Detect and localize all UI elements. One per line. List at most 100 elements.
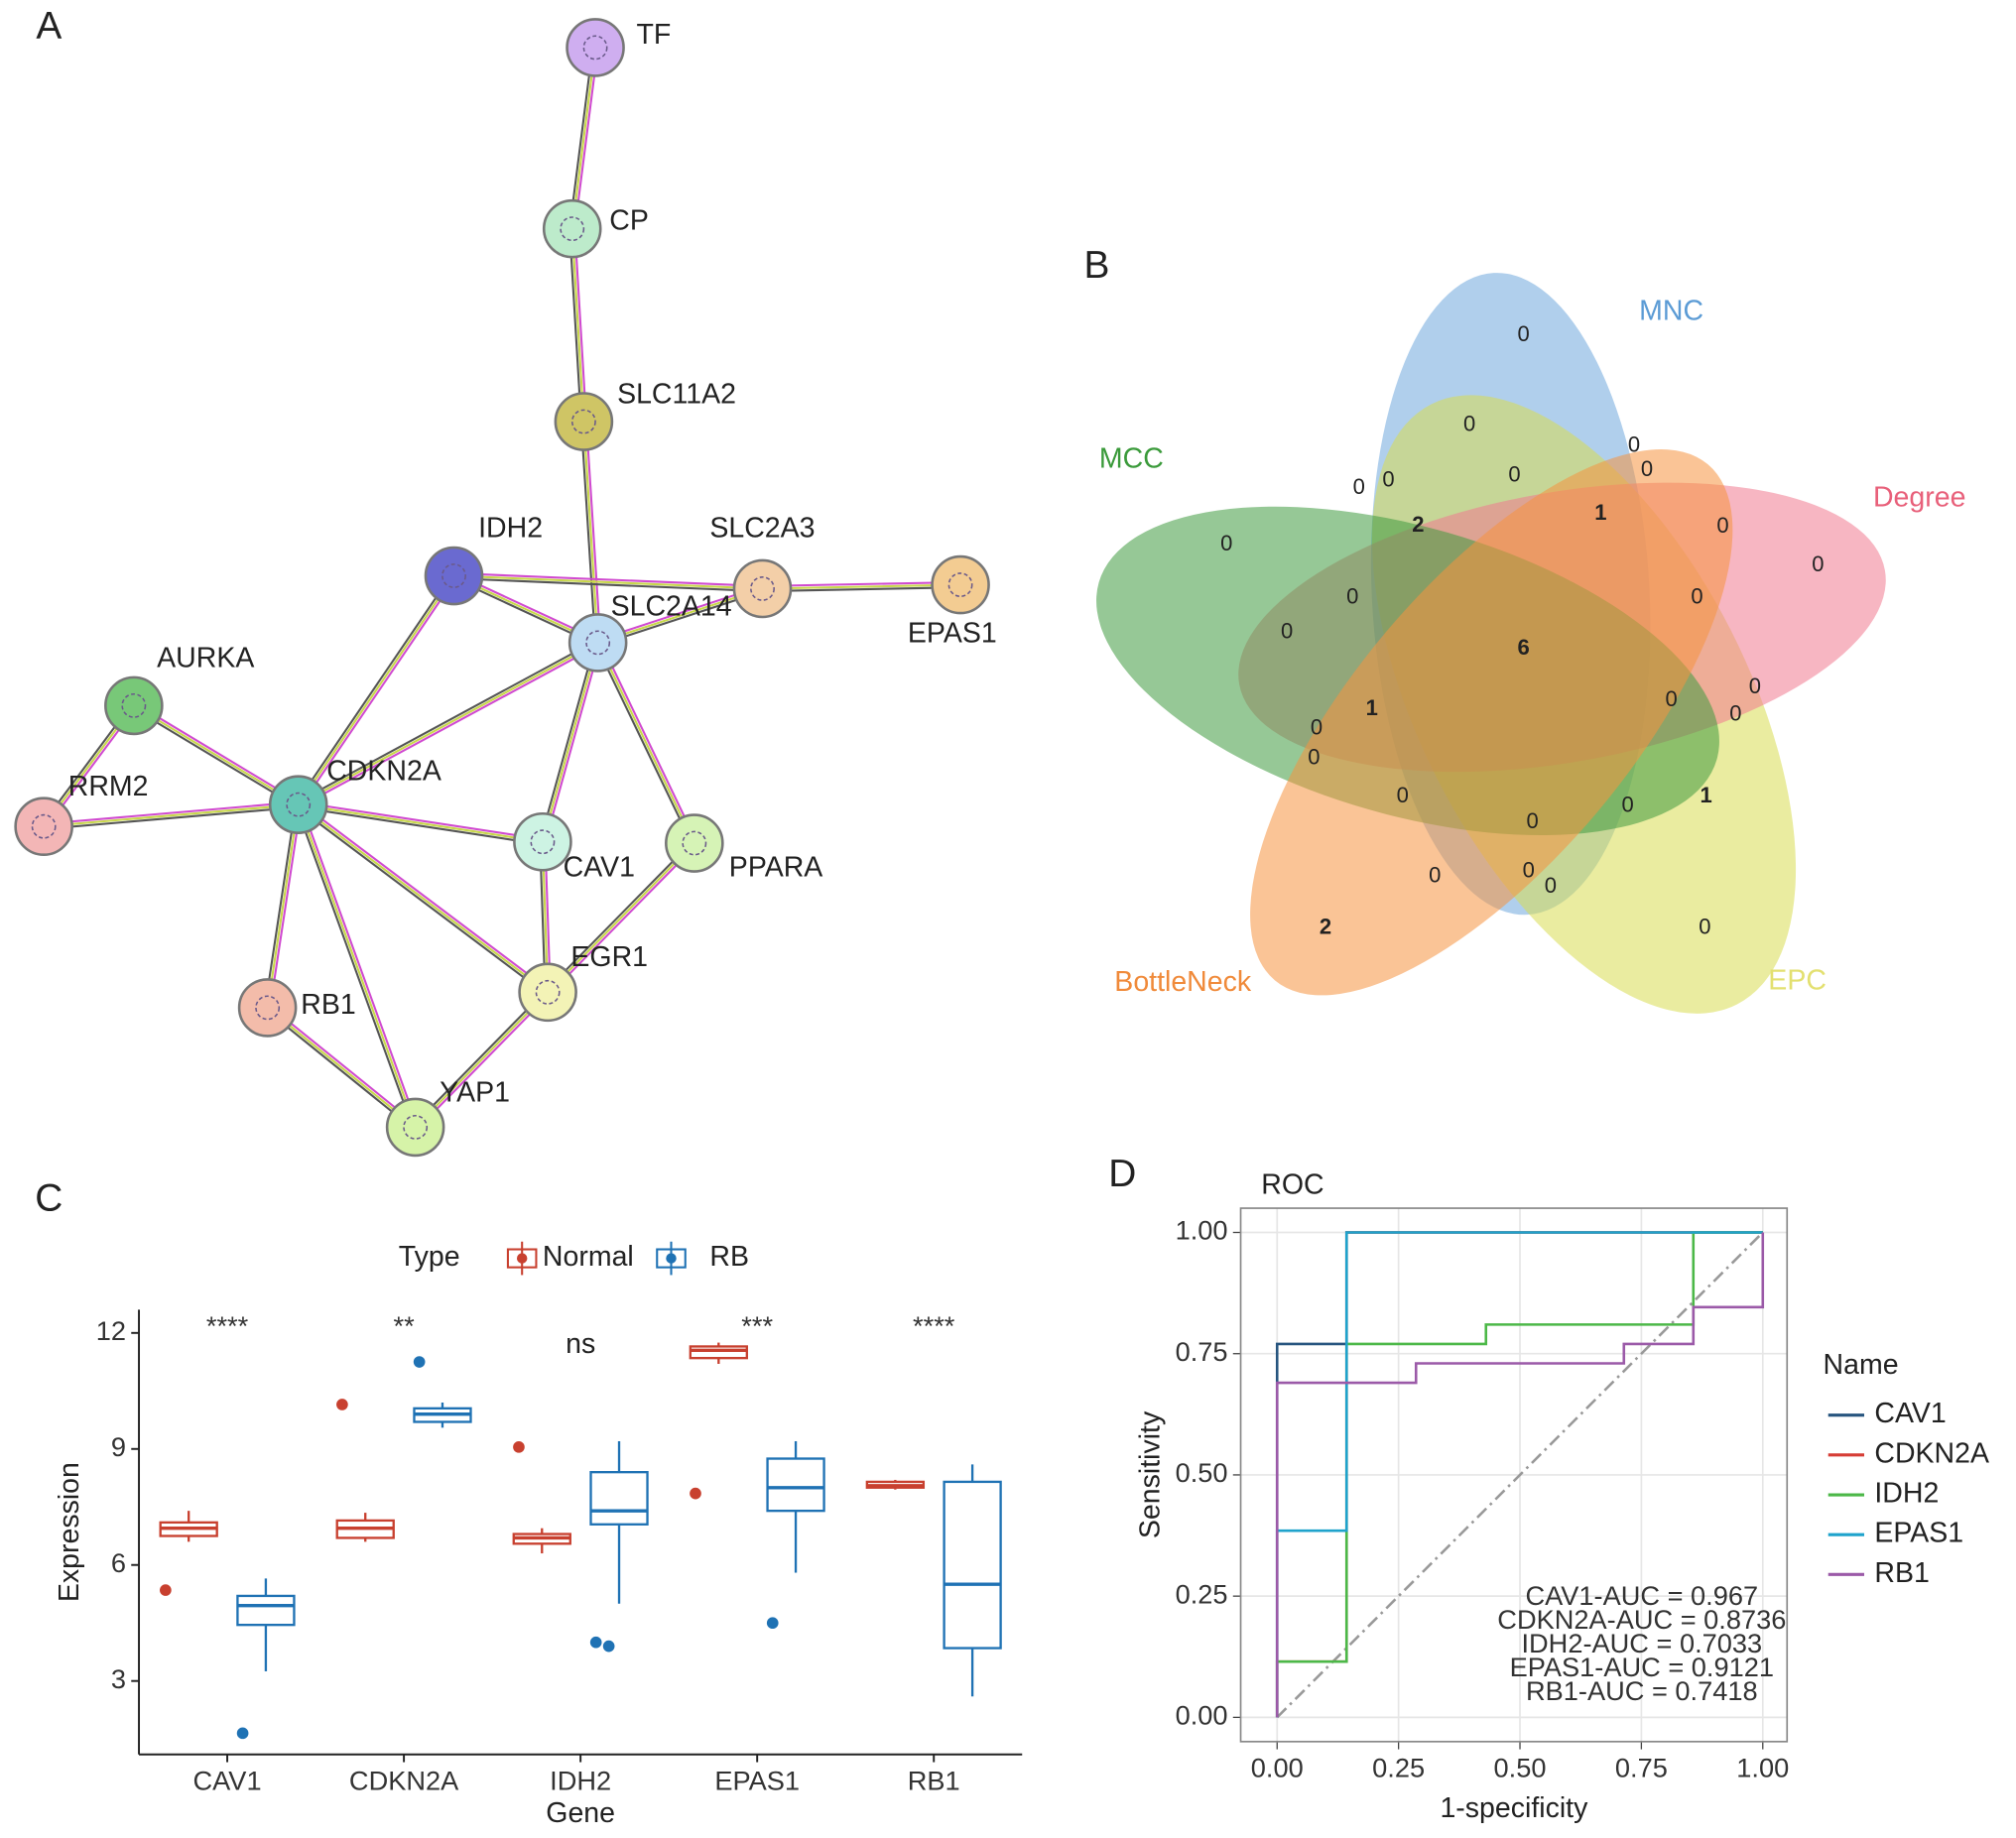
edge bbox=[296, 639, 597, 803]
edge bbox=[762, 580, 961, 587]
y-axis-label: Sensitivity bbox=[1135, 1410, 1167, 1538]
legend-key bbox=[517, 1253, 528, 1264]
edge bbox=[296, 805, 548, 996]
venn-count: 0 bbox=[1346, 583, 1358, 608]
edge bbox=[544, 643, 602, 843]
node bbox=[566, 18, 625, 77]
venn-set-label: Degree bbox=[1873, 481, 1965, 513]
node-inner bbox=[121, 692, 147, 718]
edge bbox=[300, 802, 420, 1127]
outlier bbox=[602, 1640, 615, 1653]
edge bbox=[268, 1005, 418, 1127]
node bbox=[513, 811, 572, 872]
legend-label: RB bbox=[709, 1241, 749, 1273]
edge bbox=[545, 840, 693, 992]
panel-label: C bbox=[35, 1177, 63, 1220]
edge bbox=[298, 803, 549, 994]
edge bbox=[266, 804, 300, 1009]
edge bbox=[44, 805, 300, 830]
node bbox=[542, 198, 602, 259]
edge bbox=[582, 421, 599, 643]
edge bbox=[264, 803, 298, 1008]
auc-annotation: RB1-AUC = 0.7418 bbox=[1526, 1675, 1758, 1706]
edge bbox=[295, 804, 415, 1129]
box bbox=[689, 1345, 748, 1360]
venn-set bbox=[1250, 449, 1733, 996]
edge bbox=[265, 1009, 415, 1131]
venn-count: 2 bbox=[1320, 914, 1331, 938]
node-label: IDH2 bbox=[478, 512, 543, 544]
box bbox=[766, 1457, 825, 1513]
venn-count: 0 bbox=[1729, 700, 1741, 725]
edge bbox=[549, 844, 697, 995]
node bbox=[424, 546, 484, 606]
venn-count: 0 bbox=[1220, 531, 1232, 555]
edge bbox=[298, 800, 544, 841]
node-label: YAP1 bbox=[440, 1076, 510, 1108]
venn-count: 0 bbox=[1716, 513, 1728, 538]
node-label: PPARA bbox=[729, 851, 823, 883]
auc-annotation: EPAS1-AUC = 0.9121 bbox=[1510, 1652, 1774, 1682]
node-label: TF bbox=[637, 19, 672, 51]
edge bbox=[299, 644, 600, 808]
edge bbox=[599, 641, 698, 843]
node bbox=[14, 796, 73, 857]
node bbox=[554, 392, 614, 451]
venn-count: 0 bbox=[1628, 431, 1640, 456]
venn-count: 0 bbox=[1641, 456, 1653, 481]
outlier bbox=[589, 1636, 602, 1649]
venn-count: 0 bbox=[1281, 618, 1293, 643]
venn-count: 0 bbox=[1749, 674, 1761, 698]
x-tick-label: 0.75 bbox=[1615, 1753, 1668, 1783]
venn-count: 0 bbox=[1691, 583, 1702, 608]
outlier bbox=[766, 1617, 779, 1630]
venn-count: 1 bbox=[1594, 500, 1606, 525]
node-label: RRM2 bbox=[68, 771, 149, 802]
edge bbox=[414, 991, 549, 1129]
node-inner bbox=[535, 979, 561, 1005]
legend-key bbox=[666, 1253, 677, 1264]
venn-count: 0 bbox=[1397, 783, 1409, 807]
edge bbox=[298, 803, 544, 843]
node-inner bbox=[286, 792, 312, 817]
y-tick-label: 0.00 bbox=[1176, 1700, 1228, 1731]
y-tick-label: 3 bbox=[111, 1663, 126, 1694]
venn-count: 0 bbox=[1463, 412, 1475, 436]
edge bbox=[413, 989, 547, 1127]
edge bbox=[539, 641, 597, 842]
venn-set-label: EPC bbox=[1768, 965, 1827, 997]
edge bbox=[573, 228, 588, 422]
node-label: CAV1 bbox=[564, 851, 635, 883]
venn-count: 0 bbox=[1353, 474, 1365, 499]
node-label: CP bbox=[609, 205, 649, 237]
box bbox=[589, 1471, 649, 1526]
venn-count: 0 bbox=[1311, 715, 1323, 740]
y-tick-label: 0.50 bbox=[1176, 1457, 1228, 1488]
edge bbox=[269, 804, 303, 1009]
box bbox=[943, 1480, 1002, 1650]
node-label: SLC2A3 bbox=[709, 512, 815, 544]
legend-label: Normal bbox=[543, 1241, 634, 1273]
x-tick-label: EPAS1 bbox=[714, 1765, 800, 1795]
significance: ** bbox=[394, 1310, 416, 1341]
significance: *** bbox=[741, 1310, 773, 1341]
edge bbox=[579, 422, 597, 644]
y-tick-label: 12 bbox=[96, 1315, 126, 1346]
venn bbox=[1096, 273, 1886, 1014]
legend-label: RB1 bbox=[1874, 1557, 1929, 1589]
edge bbox=[266, 1007, 417, 1129]
edge bbox=[453, 571, 763, 587]
node-inner bbox=[31, 813, 57, 839]
venn-count: 1 bbox=[1366, 695, 1378, 720]
box bbox=[236, 1594, 296, 1627]
outlier bbox=[513, 1440, 525, 1453]
x-tick-label: CDKN2A bbox=[349, 1765, 459, 1795]
node-inner bbox=[585, 630, 611, 656]
node-label: SLC2A14 bbox=[611, 590, 732, 622]
venn-set-label: MCC bbox=[1099, 442, 1164, 474]
x-tick-label: RB1 bbox=[908, 1765, 960, 1795]
edge bbox=[299, 801, 551, 992]
venn-count: 0 bbox=[1699, 914, 1710, 938]
venn-count: 0 bbox=[1508, 461, 1520, 486]
node-inner bbox=[582, 35, 608, 61]
